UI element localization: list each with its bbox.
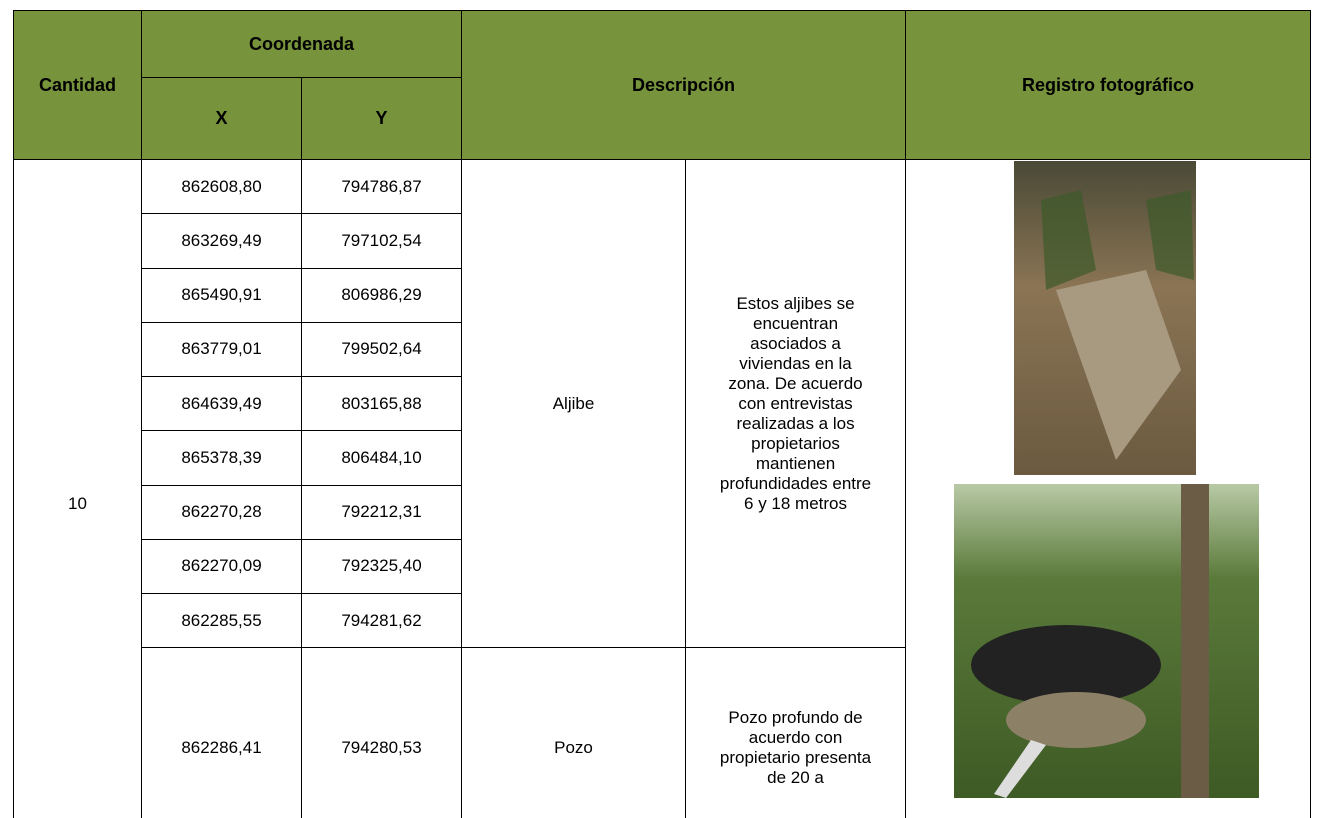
table-row: 862270,28 792212,31 xyxy=(14,484,1311,540)
table-row: 863779,01 799502,64 xyxy=(14,321,1311,378)
table-body: 10 862608,80 794786,87 Aljibe Estos aljibes … xyxy=(13,158,1311,818)
table-cell: Pozo xyxy=(461,647,687,818)
header-cell: Descripción xyxy=(461,10,907,160)
table-cell: 794281,62 xyxy=(300,592,463,649)
table-cell: 794786,87 xyxy=(300,158,463,215)
header-cell: Y xyxy=(300,77,463,160)
table-cell: 865490,91 xyxy=(141,267,302,323)
table-cell: Estos aljibes se encuentran asociados a … xyxy=(685,158,907,649)
table-cell: 863779,01 xyxy=(141,321,302,378)
table-wrap: Cantidad Coordenada Descripción Registro… xyxy=(13,10,1311,818)
table-row: 10 862608,80 794786,87 Aljibe Estos aljibes … xyxy=(13,158,1311,818)
table-row: 864639,49 803165,88 xyxy=(14,375,1311,432)
table-cell: 792325,40 xyxy=(300,538,463,595)
table-cell: 863269,49 xyxy=(141,213,302,269)
table-row: 865378,39 806484,10 xyxy=(14,430,1311,486)
table-cell: 862270,09 xyxy=(141,538,302,595)
table-cell: 806484,10 xyxy=(300,430,463,486)
table-cell: 806986,29 xyxy=(300,267,463,323)
table-cell: 794280,53 xyxy=(300,647,463,818)
table-cell: 864639,49 xyxy=(141,375,302,432)
table-cell: Aljibe xyxy=(461,158,687,649)
table-cell xyxy=(905,158,1311,818)
header-cell: Cantidad xyxy=(13,10,142,160)
table-row: 863269,49 797102,54 xyxy=(14,213,1311,269)
table-cell: 862286,41 xyxy=(141,647,302,818)
table-row: 865490,91 806986,29 xyxy=(14,267,1311,323)
table-cell: 862270,28 xyxy=(141,484,302,540)
table-row: 862285,55 794281,62 xyxy=(14,592,1311,649)
header-cell: Coordenada xyxy=(140,10,463,78)
photos xyxy=(954,161,1260,798)
table-cell: 862608,80 xyxy=(141,158,302,215)
table-cell: 865378,39 xyxy=(141,430,302,486)
table-cell: 797102,54 xyxy=(300,213,463,269)
table-cell: 792212,31 xyxy=(300,484,463,540)
header-cell: Registro fotográfico xyxy=(905,10,1311,160)
table-cell: 10 xyxy=(13,158,142,818)
table-row: 862270,09 792325,40 xyxy=(14,538,1311,595)
table-cell: Pozo profundo de acuerdo con propietario… xyxy=(685,647,907,818)
table-row: 862286,41 794280,53 Pozo Pozo profundo de a… xyxy=(14,647,1311,818)
table-cell: 862285,55 xyxy=(141,592,302,649)
table: Cantidad Coordenada Descripción Registro… xyxy=(13,10,1311,818)
table-cell: 799502,64 xyxy=(300,321,463,378)
header-cell: X xyxy=(141,77,302,160)
table-cell: 803165,88 xyxy=(300,375,463,432)
